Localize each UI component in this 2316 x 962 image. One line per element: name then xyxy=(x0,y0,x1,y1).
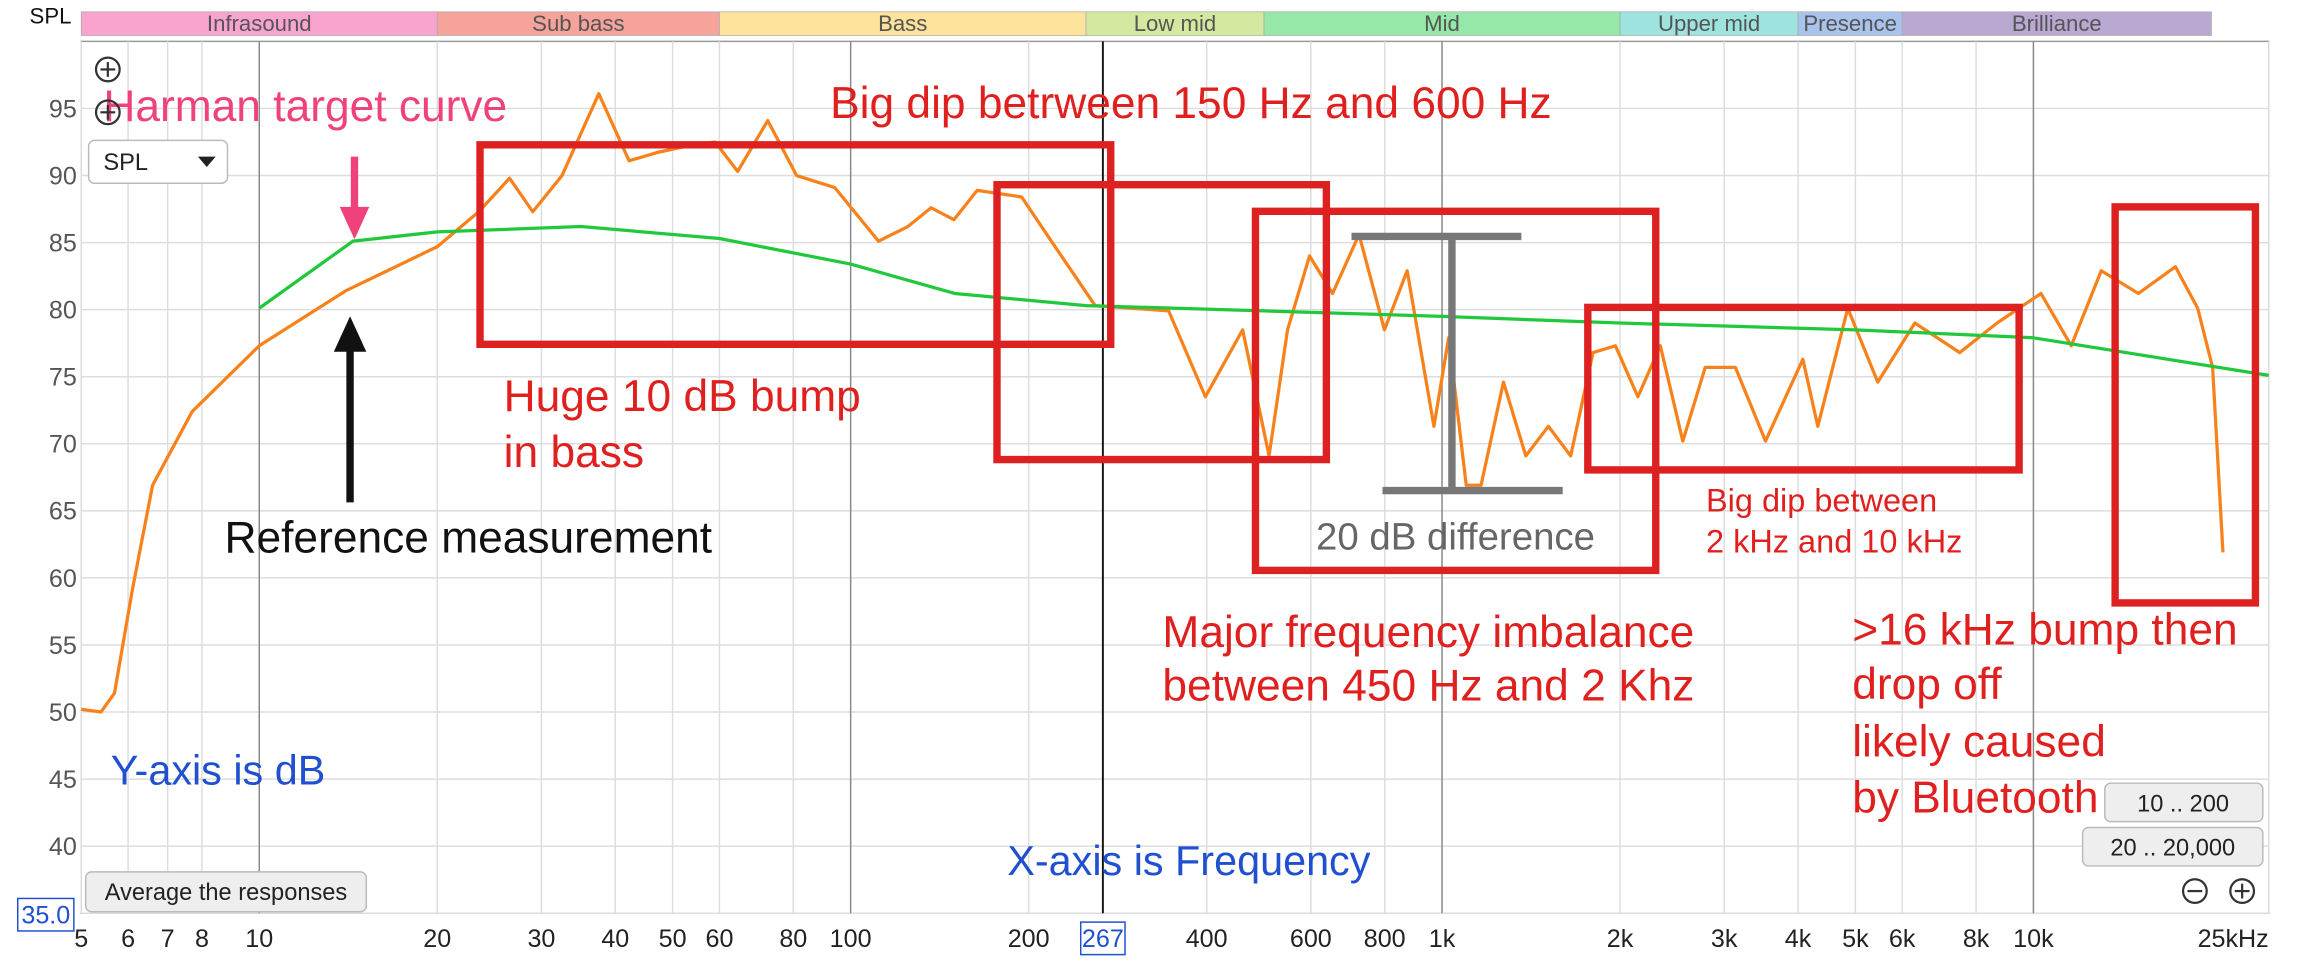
x-tick-label: 7 xyxy=(161,925,175,953)
y-tick-label: 95 xyxy=(49,95,77,123)
x-tick-label: 50 xyxy=(659,925,687,953)
series-line xyxy=(258,224,2269,377)
y-tick-label: 55 xyxy=(49,632,77,660)
curves xyxy=(81,92,2269,714)
y-tick-label: 50 xyxy=(49,699,77,727)
zoom-out[interactable] xyxy=(2181,878,2208,904)
button[interactable] xyxy=(2104,782,2264,823)
x-tick-label: 2k xyxy=(1607,925,1634,953)
button[interactable] xyxy=(84,871,368,913)
x-tick-label: 3k xyxy=(1711,925,1738,953)
annotation: Reference measurement xyxy=(225,514,713,563)
x-tick-label: 10 xyxy=(245,925,273,953)
annotation: 20 dB difference xyxy=(1316,516,1595,559)
button-label[interactable]: 10 .. 200 xyxy=(2137,791,2229,817)
annotation: Harman target curve xyxy=(103,82,507,131)
band-label: Bass xyxy=(878,11,927,36)
annotation: Y-axis is dB xyxy=(111,748,326,794)
band-label: Presence xyxy=(1803,11,1897,36)
x-tick-label: 10k xyxy=(2013,925,2054,953)
band-label: Infrasound xyxy=(207,11,312,36)
x-tick-label: 60 xyxy=(705,925,733,953)
arrow-head xyxy=(339,206,370,240)
dropdown-arrow xyxy=(197,156,216,167)
x-tick-label: 6 xyxy=(121,925,135,953)
annotation-box xyxy=(1584,303,2023,474)
annotation-box xyxy=(1251,207,1660,575)
x-tick-label: 6k xyxy=(1889,925,1916,953)
annotation: between 450 Hz and 2 Khz xyxy=(1162,661,1694,710)
x-tick-label: 600 xyxy=(1290,925,1332,953)
band-label: Upper mid xyxy=(1658,11,1760,36)
x-tick-label: 30 xyxy=(527,925,555,953)
x-tick-label: 200 xyxy=(1008,925,1050,953)
annotation: by Bluetooth xyxy=(1852,774,2098,823)
annotation-box xyxy=(993,181,1331,464)
annotation-box xyxy=(476,141,1115,349)
cursor-label: 267 xyxy=(1082,925,1124,953)
zoom-in[interactable] xyxy=(94,56,121,83)
button-label[interactable]: 20 .. 20,000 xyxy=(2110,836,2235,862)
y-tick-box xyxy=(16,897,75,932)
band-label: Low mid xyxy=(1134,11,1216,36)
annotation: drop off xyxy=(1852,660,2002,709)
button-label[interactable]: Average the responses xyxy=(105,880,347,906)
x-tick-label: 20 xyxy=(423,925,451,953)
annotation-shapes xyxy=(333,141,2260,607)
annotation: Big dip between xyxy=(1706,482,1937,518)
annotation: likely caused xyxy=(1852,718,2106,767)
annotations: Harman target curve Big dip betrween 150 … xyxy=(103,79,2237,884)
y-tick-label: 40 xyxy=(49,833,77,861)
y-tick-label: 45 xyxy=(49,766,77,794)
annotation: in bass xyxy=(504,428,644,477)
y-tick-label: 85 xyxy=(49,229,77,257)
x-tick-label: 400 xyxy=(1186,925,1228,953)
x-tick-label: 8 xyxy=(195,925,209,953)
band-label: Sub bass xyxy=(532,11,624,36)
annotation: 2 kHz and 10 kHz xyxy=(1706,524,1962,560)
x-tick-label: 100 xyxy=(830,925,872,953)
x-tick-label: 80 xyxy=(779,925,807,953)
annotation: X-axis is Frequency xyxy=(1007,838,1370,884)
x-tick-label: 40 xyxy=(601,925,629,953)
cursor-box xyxy=(1079,921,1126,956)
y-tick-label: 75 xyxy=(49,364,77,392)
x-tick-label: 5k xyxy=(1842,925,1869,953)
annotation: Major frequency imbalance xyxy=(1162,608,1694,657)
band-label: Brilliance xyxy=(2012,11,2102,36)
ticks: 35.0 40 45 50 55 60 65 70 75 80 85 90 95 5 6 7 8 10 20 30 40… xyxy=(16,95,2269,956)
y-tick-label: 90 xyxy=(49,162,77,190)
x-tick-label: 8k xyxy=(1963,925,1990,953)
x-tick-label: 1k xyxy=(1429,925,1456,953)
band-header: Infrasound Sub bass Bass Low mid Mid Upper mi… xyxy=(80,11,2212,36)
x-tick-label: 800 xyxy=(1364,925,1406,953)
y-tick-label: 70 xyxy=(49,431,77,459)
y-tick-label: 65 xyxy=(49,498,77,526)
band-label: Mid xyxy=(1424,11,1460,36)
dropdown-label[interactable]: SPL xyxy=(103,150,148,176)
x-tick-label: 4k xyxy=(1785,925,1812,953)
annotation-box xyxy=(2111,203,2260,607)
series-line xyxy=(81,92,2225,714)
zoom-in[interactable] xyxy=(94,99,121,126)
button[interactable] xyxy=(2081,826,2264,867)
dropdown[interactable] xyxy=(87,139,229,184)
annotation: Huge 10 dB bump xyxy=(504,372,861,421)
y-axis-label: SPL xyxy=(30,4,72,29)
controls: SPL Average the responses 10 .. 200 20 .… xyxy=(84,56,2264,913)
y-tick-label: 80 xyxy=(49,297,77,325)
arrow-head xyxy=(333,316,367,352)
x-tick-label: 25kHz xyxy=(2198,925,2269,953)
band xyxy=(1901,11,2212,36)
zoom-in[interactable] xyxy=(2229,878,2256,904)
y-tick-label: 60 xyxy=(49,565,77,593)
x-tick-label: 5 xyxy=(74,925,88,953)
y-tick-label: 35.0 xyxy=(21,902,70,930)
annotation: >16 kHz bump then xyxy=(1852,605,2237,654)
annotation: Big dip betrween 150 Hz and 600 Hz xyxy=(830,79,1552,128)
